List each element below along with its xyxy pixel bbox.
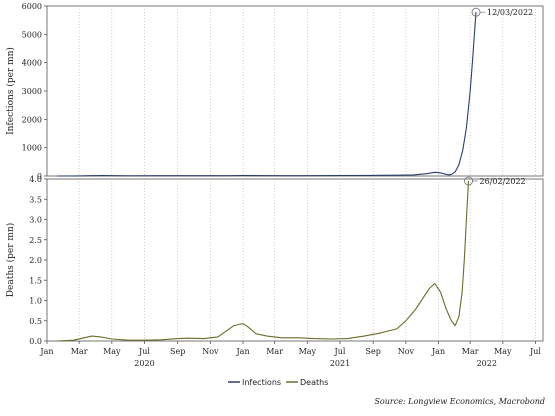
deaths-annotation-label: 26/02/2022 bbox=[480, 177, 526, 186]
x-tick-label: Sep bbox=[170, 347, 185, 356]
infections-annotation-label: 12/03/2022 bbox=[487, 8, 533, 17]
deaths-y-tick-label: 2.0 bbox=[29, 256, 42, 265]
x-tick-label: Jul bbox=[334, 347, 346, 356]
infections-y-tick-label: 6000 bbox=[22, 2, 42, 11]
infections-y-tick-label: 1000 bbox=[22, 144, 42, 153]
x-tick-label: Jul bbox=[138, 347, 150, 356]
x-tick-label: May bbox=[103, 347, 121, 356]
infections-series-line bbox=[57, 12, 477, 177]
x-tick-label: May bbox=[494, 347, 512, 356]
x-tick-label: May bbox=[299, 347, 317, 356]
deaths-y-axis-title: Deaths (per mn) bbox=[5, 223, 16, 297]
deaths-y-tick-label: 0.5 bbox=[29, 317, 42, 326]
x-axis: Jan Mar May Jul Sep Nov Jan Mar May Jul Sep Nov Jan M… bbox=[39, 341, 541, 368]
infections-y-tick-label: 5000 bbox=[22, 30, 42, 39]
deaths-y-tick-label: 0.0 bbox=[29, 337, 42, 346]
legend-label: Deaths bbox=[300, 378, 328, 387]
deaths-panel: 0.0 0.5 1.0 1.5 2.0 2.5 3.0 3.5 4.0 Deaths (per m… bbox=[5, 175, 544, 346]
deaths-y-tick-label: 2.5 bbox=[29, 236, 42, 245]
deaths-y-tick-label: 4.0 bbox=[29, 175, 42, 184]
infections-y-tick-label: 4000 bbox=[22, 59, 42, 68]
deaths-y-tick-label: 1.5 bbox=[29, 276, 42, 285]
infections-y-tick-label: 0 bbox=[37, 172, 42, 181]
x-tick-label: Jan bbox=[39, 347, 53, 356]
x-tick-label: Jan bbox=[235, 347, 249, 356]
x-year-label: 2022 bbox=[477, 359, 497, 368]
legend-label: Infections bbox=[242, 378, 281, 387]
infections-panel: 0 1000 2000 3000 4000 5000 6000 Infections (per… bbox=[5, 2, 544, 181]
x-tick-label: Jan bbox=[431, 347, 445, 356]
x-tick-label: Mar bbox=[266, 347, 283, 356]
deaths-series-line bbox=[57, 180, 470, 342]
infections-y-tick-label: 2000 bbox=[22, 115, 42, 124]
infections-y-axis-title: Infections (per mn) bbox=[5, 47, 16, 135]
legend: Infections Deaths bbox=[228, 378, 328, 387]
infections-plot-frame bbox=[46, 5, 544, 177]
x-year-label: 2021 bbox=[330, 359, 350, 368]
x-tick-label: Nov bbox=[202, 347, 219, 356]
x-tick-label: Sep bbox=[366, 347, 381, 356]
x-tick-label: Mar bbox=[71, 347, 88, 356]
x-tick-label: Nov bbox=[398, 347, 415, 356]
source-note: Source: Longview Economics, Macrobond bbox=[374, 397, 545, 406]
x-tick-label: Mar bbox=[462, 347, 479, 356]
x-year-label: 2020 bbox=[134, 359, 154, 368]
deaths-y-tick-label: 3.0 bbox=[29, 216, 42, 225]
deaths-y-tick-label: 3.5 bbox=[29, 195, 42, 204]
x-tick-label: Jul bbox=[529, 347, 541, 356]
deaths-y-tick-label: 1.0 bbox=[29, 297, 42, 306]
deaths-plot-frame bbox=[46, 178, 544, 342]
infections-y-tick-label: 3000 bbox=[22, 87, 42, 96]
